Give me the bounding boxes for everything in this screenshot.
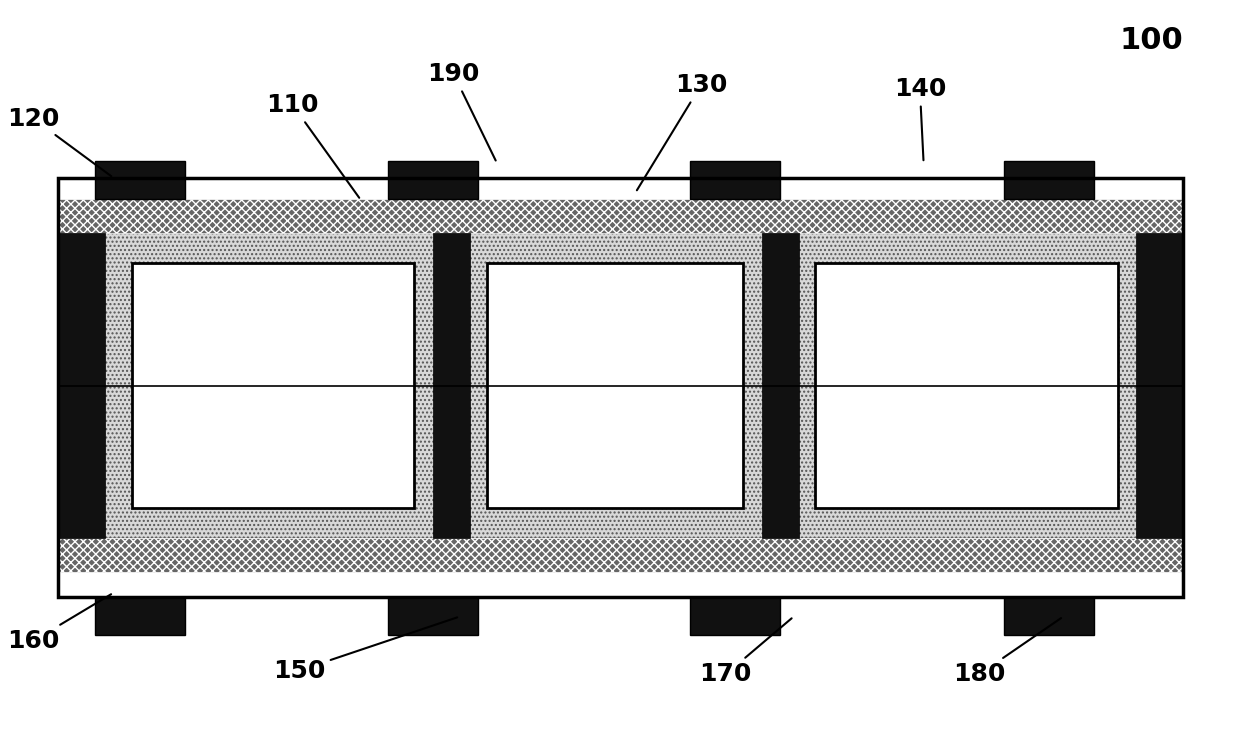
- Bar: [58, 538, 1183, 572]
- Bar: [690, 597, 781, 635]
- Text: 150: 150: [273, 617, 457, 682]
- Text: 100: 100: [1120, 26, 1183, 55]
- Bar: [432, 233, 470, 538]
- Text: 170: 170: [700, 618, 792, 686]
- Text: 160: 160: [7, 594, 112, 653]
- Bar: [58, 178, 1183, 597]
- Text: 140: 140: [893, 77, 947, 160]
- Bar: [1004, 161, 1094, 199]
- Bar: [690, 161, 781, 199]
- Bar: [487, 263, 743, 508]
- Text: 190: 190: [427, 62, 496, 161]
- Bar: [815, 263, 1118, 508]
- Bar: [95, 597, 186, 635]
- Bar: [388, 597, 478, 635]
- Text: 130: 130: [637, 73, 727, 190]
- Bar: [1136, 233, 1183, 538]
- Bar: [95, 161, 186, 199]
- Bar: [58, 233, 1183, 538]
- Text: 110: 110: [266, 93, 359, 198]
- Bar: [133, 263, 414, 508]
- Bar: [58, 199, 1183, 233]
- Text: 180: 180: [953, 618, 1061, 686]
- Text: 120: 120: [7, 107, 112, 176]
- Bar: [58, 233, 105, 538]
- Bar: [762, 233, 799, 538]
- Bar: [388, 161, 478, 199]
- Bar: [1004, 597, 1094, 635]
